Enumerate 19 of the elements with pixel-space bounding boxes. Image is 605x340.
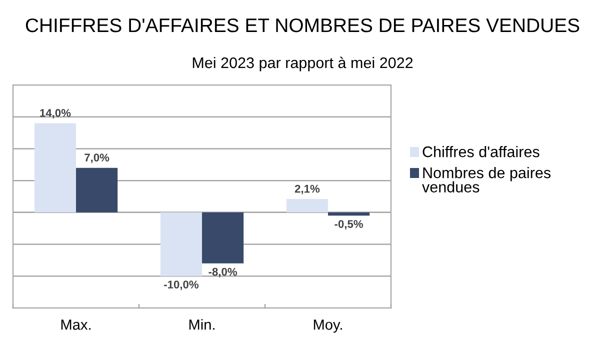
data-label: -0,5%	[334, 220, 364, 230]
x-tick-label: Moy.	[314, 320, 342, 333]
data-label: 7,0%	[84, 154, 110, 164]
x-tick-label: Min.	[189, 319, 214, 330]
bar	[34, 123, 76, 212]
bar	[160, 212, 202, 276]
bar	[328, 212, 370, 216]
data-label: -10,0%	[164, 280, 199, 290]
data-label: 14,0%	[40, 109, 71, 118]
x-tick-label: Max.	[61, 320, 90, 330]
bar	[76, 168, 118, 212]
data-label: 2,1%	[294, 184, 320, 194]
chart-subtitle: Mei 2023 par rapport à mei 2022	[192, 56, 413, 72]
chart-title: CHIFFRES D'AFFAIRES ET NOMBRES DE PAIRES VENDUES	[26, 18, 580, 32]
data-label: -8,0%	[208, 268, 238, 278]
bar	[202, 212, 244, 264]
legend-label: Nombres de paires vendues	[422, 167, 551, 192]
bar	[286, 199, 328, 212]
legend-label: Chiffres d'affaires	[422, 146, 540, 158]
